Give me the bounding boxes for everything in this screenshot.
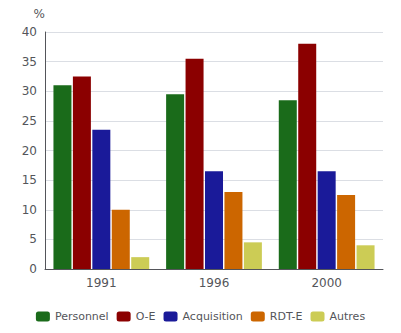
svg-text:0: 0 (29, 262, 37, 276)
svg-text:10: 10 (22, 203, 37, 217)
svg-text:Acquisition: Acquisition (183, 310, 243, 323)
svg-text:%: % (34, 7, 45, 21)
svg-text:O-E: O-E (136, 310, 156, 323)
svg-text:2000: 2000 (311, 276, 342, 290)
svg-text:5: 5 (29, 232, 37, 246)
svg-text:1991: 1991 (86, 276, 117, 290)
svg-text:15: 15 (22, 173, 37, 187)
svg-text:35: 35 (22, 55, 37, 69)
svg-text:1996: 1996 (199, 276, 230, 290)
svg-text:30: 30 (22, 84, 37, 98)
svg-text:25: 25 (22, 114, 37, 128)
svg-text:Autres: Autres (330, 310, 366, 323)
svg-text:Personnel: Personnel (55, 310, 109, 323)
svg-text:20: 20 (22, 144, 37, 158)
svg-text:40: 40 (22, 25, 37, 39)
svg-text:RDT-E: RDT-E (270, 310, 303, 323)
